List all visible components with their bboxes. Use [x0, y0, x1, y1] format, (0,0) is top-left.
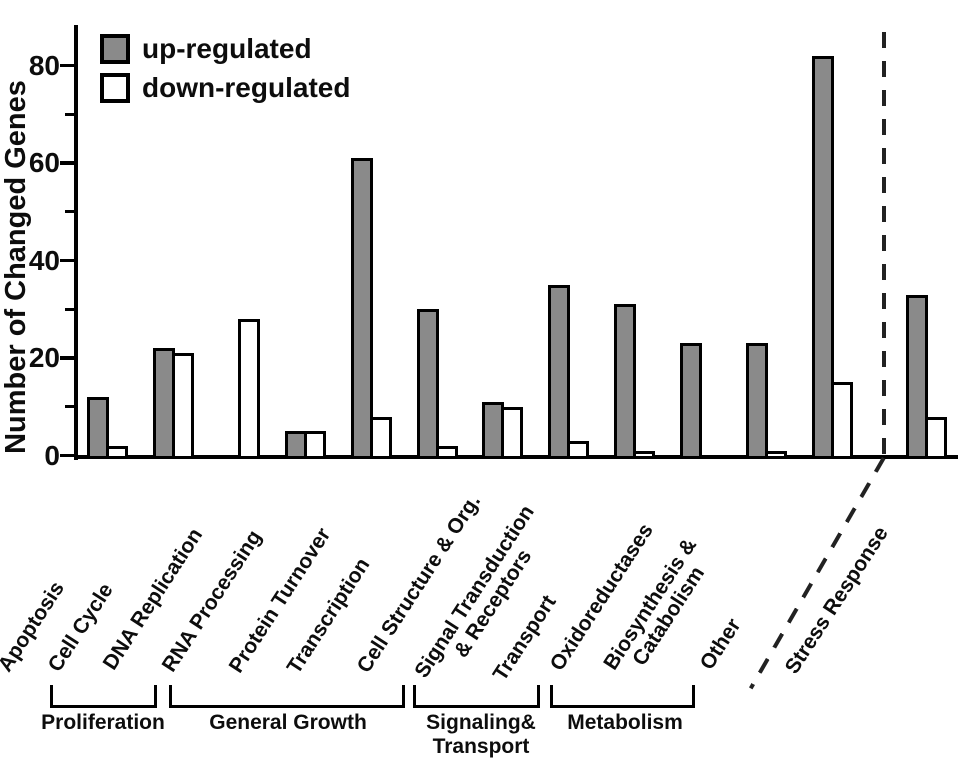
group-bracket	[550, 685, 695, 708]
bar-up-regulated	[680, 343, 703, 459]
y-minor-tick	[65, 405, 74, 409]
group-label: General Growth	[168, 711, 408, 735]
y-axis-line	[74, 25, 78, 460]
legend-label-down-regulated: down-regulated	[142, 72, 351, 103]
group-label-line: Signaling&	[426, 711, 536, 734]
bar-up-regulated	[906, 294, 928, 459]
legend-swatch-down-regulated	[100, 73, 130, 103]
y-major-tick	[60, 258, 74, 263]
category-label: Signal Transduction & Receptors	[410, 501, 557, 694]
group-label-line: Metabolism	[567, 711, 683, 734]
category-label: Other	[695, 614, 746, 674]
group-label: Proliferation	[0, 711, 223, 735]
y-minor-tick	[65, 210, 74, 214]
y-minor-tick	[65, 112, 74, 116]
bar-up-regulated	[416, 309, 439, 459]
bar-down-regulated	[501, 406, 524, 459]
y-tick-label: 40	[28, 244, 60, 276]
y-tick-label: 60	[28, 147, 60, 178]
y-major-tick	[60, 356, 74, 360]
y-major-tick	[60, 453, 74, 458]
bar-down-regulated	[435, 445, 458, 459]
y-minor-tick	[65, 307, 74, 311]
y-tick-label: 0	[44, 439, 60, 471]
bar-up-regulated	[811, 55, 834, 459]
y-major-tick	[60, 161, 74, 165]
bar-down-regulated	[171, 353, 194, 459]
bar-down-regulated	[237, 319, 260, 459]
bar-down-regulated	[106, 445, 128, 459]
group-label-line: Transport	[432, 735, 530, 758]
category-label-line: Other	[695, 614, 746, 674]
legend-swatch-up-regulated	[100, 34, 130, 64]
separator-dashed-line	[882, 32, 886, 457]
bar-up-regulated	[548, 284, 571, 459]
group-bracket	[413, 685, 540, 708]
group-bracket	[50, 685, 157, 708]
y-tick-label: 20	[28, 342, 60, 373]
bar-down-regulated	[369, 416, 392, 459]
bar-down-regulated	[925, 416, 947, 459]
group-label-line: General Growth	[209, 711, 367, 734]
bar-up-regulated	[350, 158, 373, 459]
bar-down-regulated	[830, 382, 853, 459]
y-major-tick	[60, 63, 74, 68]
bar-down-regulated	[633, 450, 656, 459]
group-label: Signaling& Transport	[361, 711, 601, 759]
bar-down-regulated	[303, 431, 326, 459]
bar-down-regulated	[765, 450, 787, 459]
group-label-line: Proliferation	[41, 711, 165, 734]
bar-up-regulated	[746, 343, 768, 459]
y-tick-label: 80	[28, 49, 60, 81]
legend-label-up-regulated: up-regulated	[142, 33, 312, 64]
bar-down-regulated	[567, 440, 590, 459]
bar-up-regulated	[87, 397, 109, 459]
group-bracket	[169, 685, 405, 708]
bar-up-regulated	[614, 304, 637, 459]
group-label: Metabolism	[505, 711, 745, 735]
